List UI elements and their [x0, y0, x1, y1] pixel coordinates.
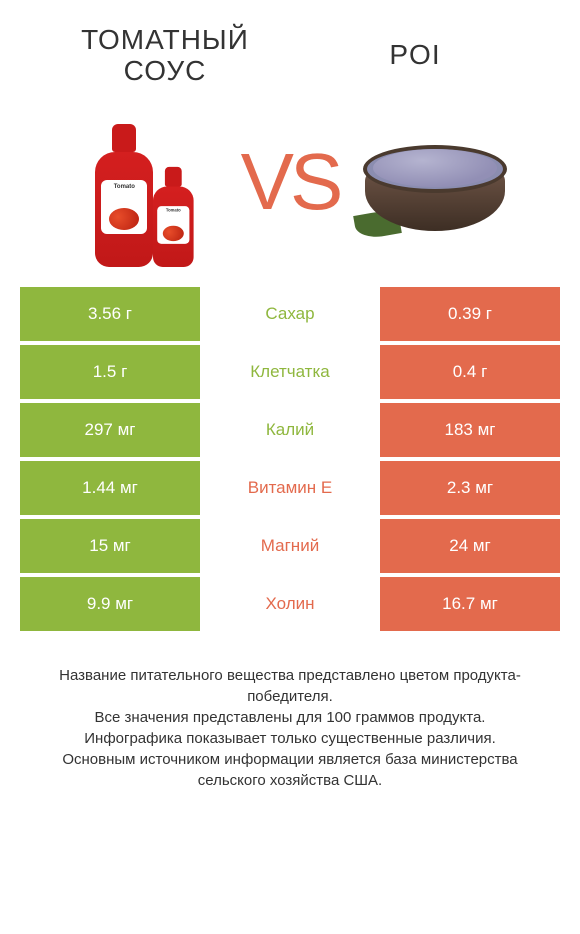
ketchup-icon: Tomato Tomato	[85, 97, 205, 267]
value-right: 2.3 мг	[380, 461, 560, 515]
value-left: 1.44 мг	[20, 461, 200, 515]
table-row: 1.5 гКлетчатка0.4 г	[20, 345, 560, 399]
comparison-table: 3.56 гСахар0.39 г1.5 гКлетчатка0.4 г297 …	[0, 287, 580, 631]
title-left-line2: СОУС	[40, 56, 290, 87]
table-row: 3.56 гСахар0.39 г	[20, 287, 560, 341]
product-image-right	[339, 127, 530, 237]
images-row: Tomato Tomato VS	[0, 87, 580, 287]
value-left: 15 мг	[20, 519, 200, 573]
product-image-left: Tomato Tomato	[50, 97, 241, 267]
nutrient-label: Холин	[200, 577, 380, 631]
footer-line: Все значения представлены для 100 граммо…	[30, 707, 550, 728]
footer-notes: Название питательного вещества представл…	[0, 635, 580, 791]
table-row: 15 мгМагний24 мг	[20, 519, 560, 573]
value-left: 1.5 г	[20, 345, 200, 399]
value-left: 297 мг	[20, 403, 200, 457]
footer-line: Название питательного вещества представл…	[30, 665, 550, 707]
footer-line: Инфографика показывает только существенн…	[30, 728, 550, 749]
nutrient-label: Клетчатка	[200, 345, 380, 399]
value-left: 9.9 мг	[20, 577, 200, 631]
footer-line: Основным источником информации является …	[30, 749, 550, 791]
table-row: 9.9 мгХолин16.7 мг	[20, 577, 560, 631]
header: ТОМАТНЫЙ СОУС POI	[0, 0, 580, 87]
value-right: 24 мг	[380, 519, 560, 573]
product-title-right: POI	[290, 25, 540, 71]
table-row: 1.44 мгВитамин E2.3 мг	[20, 461, 560, 515]
product-title-left: ТОМАТНЫЙ СОУС	[40, 25, 290, 87]
table-row: 297 мгКалий183 мг	[20, 403, 560, 457]
poi-bowl-icon	[355, 127, 515, 237]
value-right: 0.39 г	[380, 287, 560, 341]
nutrient-label: Витамин E	[200, 461, 380, 515]
title-right: POI	[290, 40, 540, 71]
nutrient-label: Калий	[200, 403, 380, 457]
value-right: 16.7 мг	[380, 577, 560, 631]
value-right: 0.4 г	[380, 345, 560, 399]
title-left-line1: ТОМАТНЫЙ	[40, 25, 290, 56]
value-right: 183 мг	[380, 403, 560, 457]
nutrient-label: Магний	[200, 519, 380, 573]
vs-label: VS	[241, 136, 340, 228]
value-left: 3.56 г	[20, 287, 200, 341]
nutrient-label: Сахар	[200, 287, 380, 341]
